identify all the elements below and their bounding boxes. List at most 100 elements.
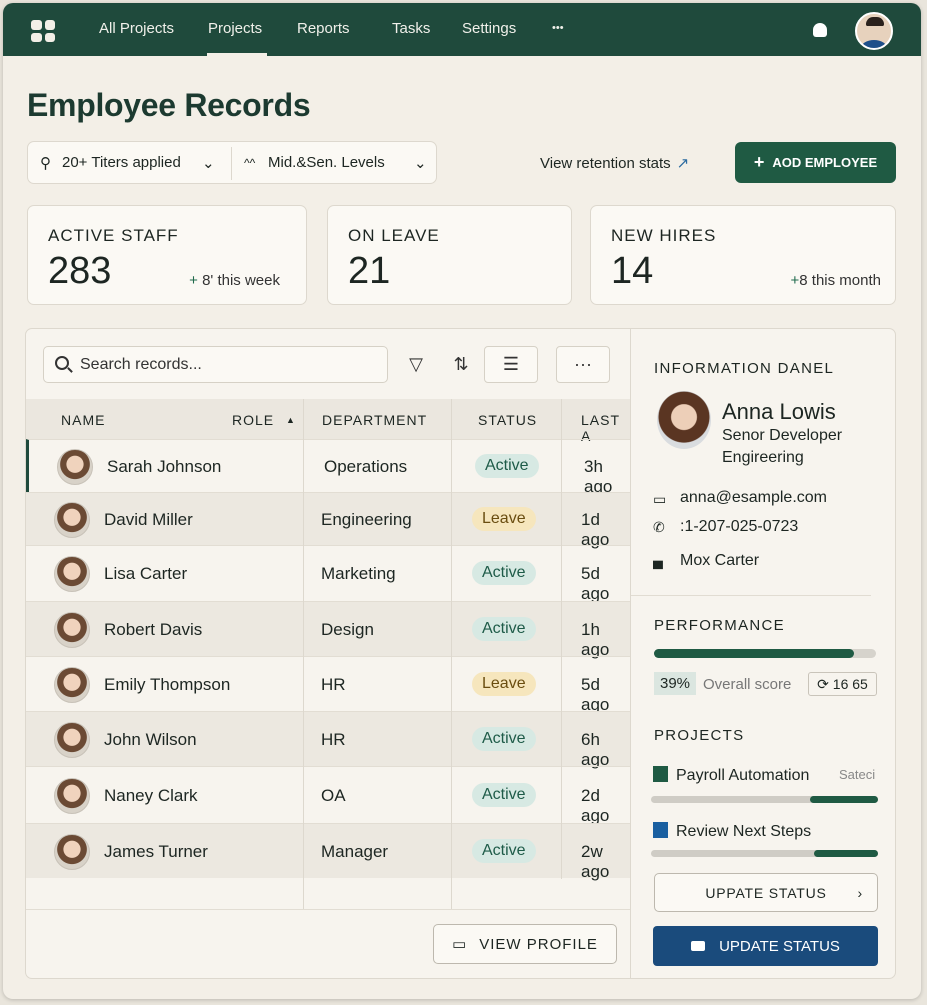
project-progress-fill <box>809 796 878 803</box>
project-status: Sateci <box>839 767 876 782</box>
filters-dropdown[interactable]: 20+ Titers applied <box>62 154 181 171</box>
profile-manager: Mox Carter <box>680 552 760 569</box>
column-department[interactable]: DEPARTMENT <box>322 412 428 428</box>
panel-title: INFORMATION DANEL <box>654 360 835 377</box>
project-item[interactable]: Review Next Steps <box>653 822 811 841</box>
monitor-icon: ▭ <box>452 936 468 953</box>
delta-sign: + <box>189 272 198 289</box>
divider <box>231 147 232 180</box>
score-box-value: 16 65 <box>832 676 868 692</box>
update-status-button[interactable]: UPDATE STATUS <box>653 926 878 966</box>
performance-bar-fill <box>654 649 854 658</box>
project-progress <box>651 850 878 857</box>
project-item[interactable]: Payroll Automation <box>653 766 809 785</box>
employee-name: Naney Clark <box>104 785 198 805</box>
manager-icon: ▄ <box>653 552 663 568</box>
last-active: 5d ago <box>581 564 610 603</box>
filter-icon[interactable]: ▽ <box>409 354 423 374</box>
delta-text: 8 this month <box>799 272 881 289</box>
nav-more[interactable]: ••• <box>552 22 564 34</box>
chevron-down-icon[interactable]: ⌄ <box>202 155 215 172</box>
search-records-input[interactable]: Search records... <box>43 346 388 383</box>
table-row[interactable]: Sarah Johnson Operations Active 3h ago <box>26 439 630 496</box>
stat-value: 21 <box>348 250 391 292</box>
nav-reports[interactable]: Reports <box>297 20 350 37</box>
employee-name: Sarah Johnson <box>107 456 222 476</box>
external-link-icon: ↗ <box>676 155 690 172</box>
status-badge: Active <box>475 453 539 478</box>
page-title: Employee Records <box>27 87 311 123</box>
sort-arrow-icon[interactable]: ▲ <box>286 415 296 425</box>
status-badge: Leave <box>472 506 536 531</box>
employee-department: Design <box>321 619 374 639</box>
phone-icon: ✆ <box>653 519 665 535</box>
list-view-icon[interactable]: ☰ <box>484 346 538 383</box>
search-icon <box>55 356 69 370</box>
table-row[interactable]: Naney Clark OA Active 2d ago <box>26 766 630 825</box>
app-window: All Projects Projects Reports Tasks Sett… <box>3 3 921 999</box>
last-active: 5d ago <box>581 674 610 714</box>
column-status[interactable]: STATUS <box>478 412 538 428</box>
employee-department: Manager <box>321 841 389 861</box>
employee-avatar <box>54 501 90 538</box>
retention-link-label: View retention stats <box>540 155 671 172</box>
table-row[interactable]: James Turner Manager Active 2w ago <box>26 823 630 881</box>
employee-name: John Wilson <box>104 729 197 749</box>
add-employee-button[interactable]: + AOD EMPLOYEE <box>735 142 896 183</box>
employee-name: James Turner <box>104 841 208 861</box>
chevron-down-icon[interactable]: ⌄ <box>414 155 427 172</box>
project-progress <box>651 796 878 803</box>
employee-name: Robert Davis <box>104 619 203 639</box>
notification-bell-icon[interactable] <box>813 23 827 37</box>
column-role[interactable]: ROLE <box>232 412 275 428</box>
status-badge: Active <box>472 838 536 863</box>
nav-all-projects[interactable]: All Projects <box>99 20 175 37</box>
column-name[interactable]: NAME <box>61 412 106 428</box>
levels-dropdown[interactable]: Mid.&Sen. Levels <box>268 154 385 171</box>
refresh-icon: ⟳ <box>817 676 829 692</box>
table-row[interactable]: Emily Thompson HR Leave 5d ago <box>26 656 630 714</box>
table-row[interactable]: Lisa Carter Marketing Active 5d ago <box>26 545 630 603</box>
employee-avatar <box>54 666 90 703</box>
profile-email[interactable]: anna@esample.com <box>680 489 827 506</box>
add-employee-label: AOD EMPLOYEE <box>772 155 878 170</box>
table-row[interactable]: David Miller Engineering Leave 1d ago <box>26 492 630 549</box>
employee-avatar <box>54 777 90 814</box>
employee-avatar <box>57 448 93 485</box>
nav-tasks[interactable]: Tasks <box>392 20 431 37</box>
user-avatar[interactable] <box>855 12 893 50</box>
chevron-right-icon: › <box>857 884 863 901</box>
stat-value: 14 <box>611 250 654 292</box>
table-row[interactable]: John Wilson HR Active 6h ago <box>26 711 630 769</box>
top-nav: All Projects Projects Reports Tasks Sett… <box>3 3 921 56</box>
last-active: 6h ago <box>581 729 610 769</box>
employee-avatar <box>54 556 90 592</box>
profile-phone[interactable]: :1-207-025-0723 <box>680 518 799 535</box>
document-icon <box>653 822 668 838</box>
employee-department: Engineering <box>321 509 412 529</box>
table-row[interactable]: Robert Davis Design Active 1h ago <box>26 601 630 659</box>
last-active: 3h ago <box>584 456 613 496</box>
last-active: 2d ago <box>581 785 610 825</box>
nav-settings[interactable]: Settings <box>462 20 517 37</box>
column-last-active[interactable]: LAST A <box>581 412 620 444</box>
apps-grid-icon[interactable] <box>31 20 55 42</box>
view-profile-button[interactable]: ▭ VIEW PROFILE <box>433 924 617 964</box>
last-active: 1d ago <box>581 509 610 549</box>
last-active: 1h ago <box>581 619 610 659</box>
delta-sign: + <box>790 272 800 289</box>
stat-card-new-hires: NEW HIRES 14 +8 this month <box>590 205 896 305</box>
email-icon: ▭ <box>653 491 667 507</box>
employee-department: Operations <box>324 456 408 476</box>
update-status-outline-button[interactable]: UPPATE STATUS › <box>654 873 878 912</box>
column-divider <box>451 399 452 909</box>
project-name: Review Next Steps <box>676 823 812 840</box>
search-placeholder: Search records... <box>80 356 202 373</box>
projects-title: PROJECTS <box>654 727 745 744</box>
nav-projects[interactable]: Projects <box>208 20 263 37</box>
sort-icon[interactable]: ⇅ <box>453 354 469 374</box>
more-options-button[interactable]: ··· <box>556 346 610 383</box>
profile-role: Senor Developer <box>722 427 843 444</box>
view-retention-link[interactable]: View retention stats ↗ <box>540 154 689 172</box>
table-header: NAME ROLE ▲ DEPARTMENT STATUS LAST A <box>26 399 630 444</box>
